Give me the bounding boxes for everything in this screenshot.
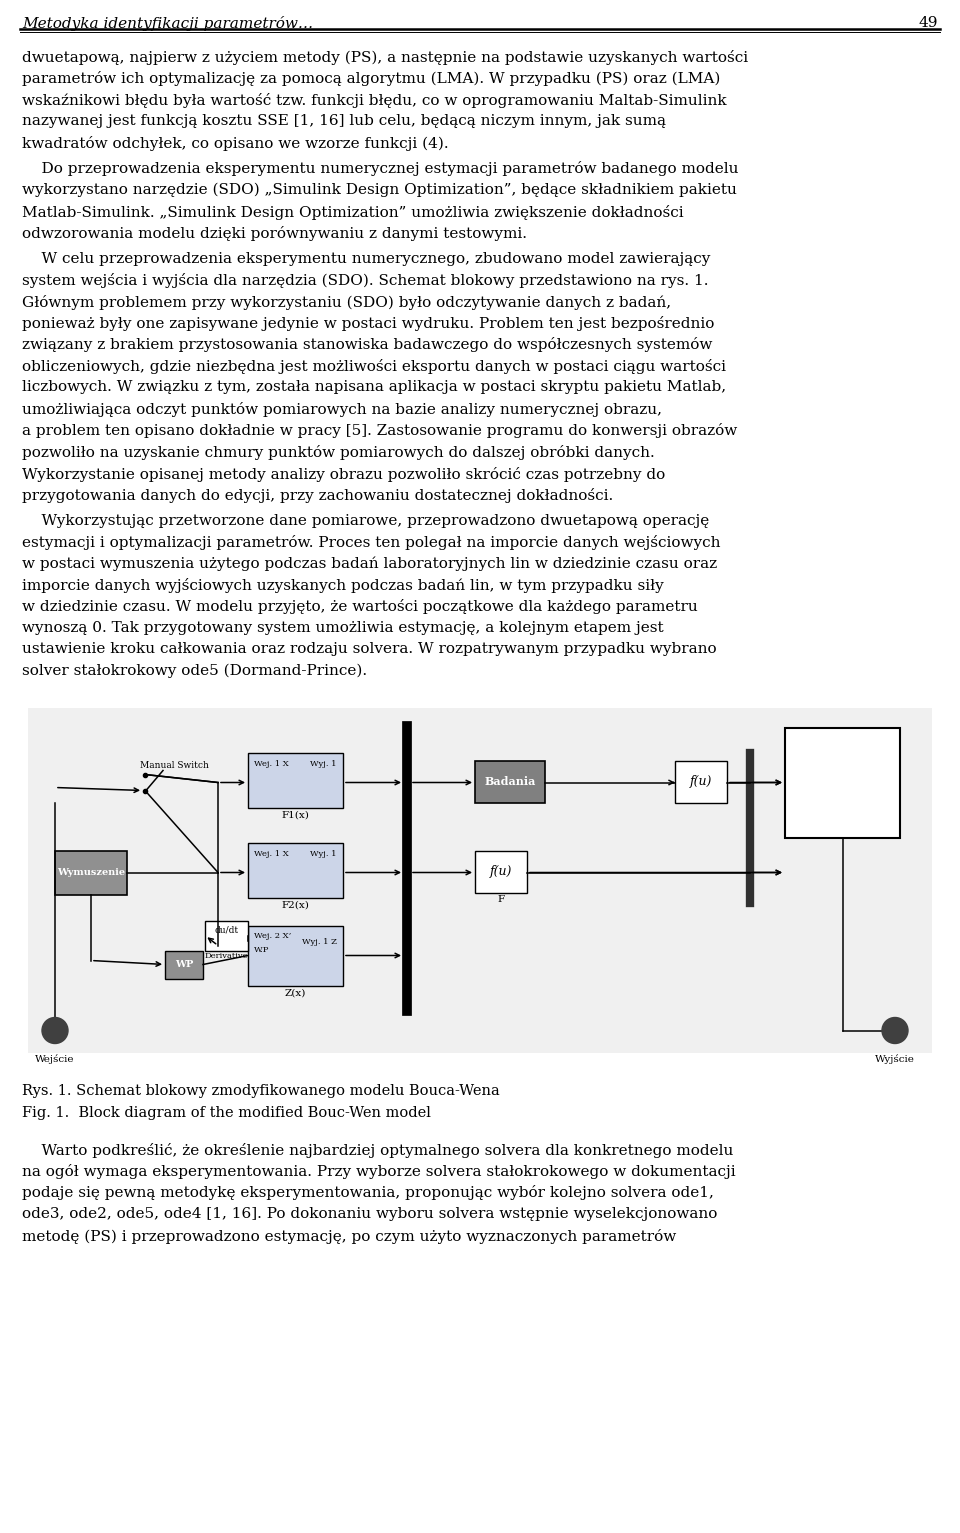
Text: W celu przeprowadzenia eksperymentu numerycznego, zbudowano model zawierający: W celu przeprowadzenia eksperymentu nume… <box>22 251 710 265</box>
Bar <box>248 753 343 808</box>
Bar <box>785 728 900 837</box>
Text: na ogół wymaga eksperymentowania. Przy wyborze solvera stałokrokowego w dokument: na ogół wymaga eksperymentowania. Przy w… <box>22 1164 735 1179</box>
Text: związany z brakiem przystosowania stanowiska badawczego do współczesnych systemó: związany z brakiem przystosowania stanow… <box>22 337 712 353</box>
Text: ode3, ode2, ode5, ode4 [1, 16]. Po dokonaniu wyboru solvera wstępnie wyselekcjon: ode3, ode2, ode5, ode4 [1, 16]. Po dokon… <box>22 1206 717 1220</box>
Text: WP: WP <box>175 960 193 969</box>
Text: Do przeprowadzenia eksperymentu numerycznej estymacji parametrów badanego modelu: Do przeprowadzenia eksperymentu numerycz… <box>22 161 738 176</box>
Bar <box>248 926 343 986</box>
Text: Manual Switch: Manual Switch <box>140 760 209 770</box>
Text: Wyj. 1: Wyj. 1 <box>310 760 337 768</box>
Bar <box>55 851 127 894</box>
Text: system wejścia i wyjścia dla narzędzia (SDO). Schemat blokowy przedstawiono na r: system wejścia i wyjścia dla narzędzia (… <box>22 273 708 288</box>
Bar <box>205 920 248 950</box>
Text: Rys. 1. Schemat blokowy zmodyfikowanego modelu Bouca-Wena: Rys. 1. Schemat blokowy zmodyfikowanego … <box>22 1084 500 1099</box>
Text: Matlab-Simulink. „Simulink Design Optimization” umożliwia zwiększenie dokładnośc: Matlab-Simulink. „Simulink Design Optimi… <box>22 204 684 219</box>
Text: imporcie danych wyjściowych uzyskanych podczas badań lin, w tym przypadku siły: imporcie danych wyjściowych uzyskanych p… <box>22 578 663 593</box>
Text: w dziedzinie czasu. W modelu przyjęto, że wartości początkowe dla każdego parame: w dziedzinie czasu. W modelu przyjęto, ż… <box>22 599 698 615</box>
Circle shape <box>42 1018 68 1044</box>
Text: Wej. 1 X: Wej. 1 X <box>254 851 289 858</box>
Text: W.P: W.P <box>254 946 270 954</box>
Text: Wyj. 1 Z: Wyj. 1 Z <box>302 938 337 946</box>
Bar <box>165 950 203 978</box>
Text: nazywanej jest funkcją kosztu SSE [1, 16] lub celu, będącą niczym innym, jak sum: nazywanej jest funkcją kosztu SSE [1, 16… <box>22 115 666 129</box>
Text: Badania: Badania <box>484 776 536 786</box>
Text: ustawienie kroku całkowania oraz rodzaju solvera. W rozpatrywanym przypadku wybr: ustawienie kroku całkowania oraz rodzaju… <box>22 642 716 656</box>
Text: liczbowych. W związku z tym, została napisana aplikacja w postaci skryptu pakiet: liczbowych. W związku z tym, została nap… <box>22 380 726 394</box>
Text: Wyjście: Wyjście <box>876 1055 915 1064</box>
Text: Głównym problemem przy wykorzystaniu (SDO) było odczytywanie danych z badań,: Głównym problemem przy wykorzystaniu (SD… <box>22 294 671 310</box>
Text: Z(x): Z(x) <box>285 989 306 998</box>
Text: Wykorzystanie opisanej metody analizy obrazu pozwoliło skrócić czas potrzebny do: Wykorzystanie opisanej metody analizy ob… <box>22 466 665 481</box>
Text: wskaźnikowi błędu była wartość tzw. funkcji błędu, co w oprogramowaniu Maltab-Si: wskaźnikowi błędu była wartość tzw. funk… <box>22 94 727 107</box>
Bar <box>475 760 545 802</box>
Text: Wejście: Wejście <box>36 1055 75 1064</box>
Text: du/dt: du/dt <box>214 926 239 935</box>
Text: solver stałokrokowy ode5 (Dormand-Prince).: solver stałokrokowy ode5 (Dormand-Prince… <box>22 664 367 679</box>
Text: przygotowania danych do edycji, przy zachowaniu dostatecznej dokładności.: przygotowania danych do edycji, przy zac… <box>22 487 613 503</box>
Text: f(u): f(u) <box>690 776 712 788</box>
Text: podaje się pewną metodykę eksperymentowania, proponując wybór kolejno solvera od: podaje się pewną metodykę eksperymentowa… <box>22 1185 714 1200</box>
Text: Wej. 2 X’: Wej. 2 X’ <box>254 932 291 940</box>
Text: pozwoliło na uzyskanie chmury punktów pomiarowych do dalszej obróbki danych.: pozwoliło na uzyskanie chmury punktów po… <box>22 445 655 460</box>
Text: f(u): f(u) <box>490 865 513 878</box>
Text: Warto podkreślić, że określenie najbardziej optymalnego solvera dla konkretnego : Warto podkreślić, że określenie najbardz… <box>22 1142 733 1157</box>
Text: Metodyka identyfikacji parametrów…: Metodyka identyfikacji parametrów… <box>22 15 313 31</box>
Circle shape <box>882 1018 908 1044</box>
Text: dwuetapową, najpierw z użyciem metody (PS), a następnie na podstawie uzyskanych : dwuetapową, najpierw z użyciem metody (P… <box>22 51 748 64</box>
Text: parametrów ich optymalizację za pomocą algorytmu (LMA). W przypadku (PS) oraz (L: parametrów ich optymalizację za pomocą a… <box>22 72 720 86</box>
Text: obliczeniowych, gdzie niezbędna jest możliwości eksportu danych w postaci ciągu : obliczeniowych, gdzie niezbędna jest moż… <box>22 359 726 374</box>
Bar <box>475 851 527 892</box>
Text: umożliwiająca odczyt punktów pomiarowych na bazie analizy numerycznej obrazu,: umożliwiająca odczyt punktów pomiarowych… <box>22 402 662 417</box>
Text: Fig. 1.  Block diagram of the modified Bouc-Wen model: Fig. 1. Block diagram of the modified Bo… <box>22 1105 431 1119</box>
Text: w postaci wymuszenia użytego podczas badań laboratoryjnych lin w dziedzinie czas: w postaci wymuszenia użytego podczas bad… <box>22 556 717 570</box>
Text: metodę (PS) i przeprowadzono estymację, po czym użyto wyznaczonych parametrów: metodę (PS) i przeprowadzono estymację, … <box>22 1228 676 1243</box>
Text: kwadratów odchyłek, co opisano we wzorze funkcji (4).: kwadratów odchyłek, co opisano we wzorze… <box>22 136 448 150</box>
Text: F2(x): F2(x) <box>281 900 309 909</box>
Text: odwzorowania modelu dzięki porównywaniu z danymi testowymi.: odwzorowania modelu dzięki porównywaniu … <box>22 225 527 241</box>
Text: wykorzystano narzędzie (SDO) „Simulink Design Optimization”, będące składnikiem : wykorzystano narzędzie (SDO) „Simulink D… <box>22 182 737 198</box>
Text: Wykorzystując przetworzone dane pomiarowe, przeprowadzono dwuetapową operację: Wykorzystując przetworzone dane pomiarow… <box>22 514 709 527</box>
Bar <box>675 760 727 802</box>
Text: Wymuszenie: Wymuszenie <box>57 868 125 877</box>
Text: 49: 49 <box>919 15 938 31</box>
Text: ponieważ były one zapisywane jedynie w postaci wydruku. Problem ten jest bezpośr: ponieważ były one zapisywane jedynie w p… <box>22 316 714 331</box>
Bar <box>248 843 343 897</box>
Text: F1(x): F1(x) <box>281 811 309 820</box>
Text: F: F <box>497 895 505 904</box>
Text: estymacji i optymalizacji parametrów. Proces ten polegał na imporcie danych wejś: estymacji i optymalizacji parametrów. Pr… <box>22 535 721 550</box>
Text: a problem ten opisano dokładnie w pracy [5]. Zastosowanie programu do konwersji : a problem ten opisano dokładnie w pracy … <box>22 423 737 438</box>
Text: wynoszą 0. Tak przygotowany system umożliwia estymację, a kolejnym etapem jest: wynoszą 0. Tak przygotowany system umożl… <box>22 621 663 635</box>
Text: Wyj. 1: Wyj. 1 <box>310 851 337 858</box>
Bar <box>28 708 932 1053</box>
Text: Derivative: Derivative <box>204 952 249 961</box>
Text: Wej. 1 X: Wej. 1 X <box>254 760 289 768</box>
